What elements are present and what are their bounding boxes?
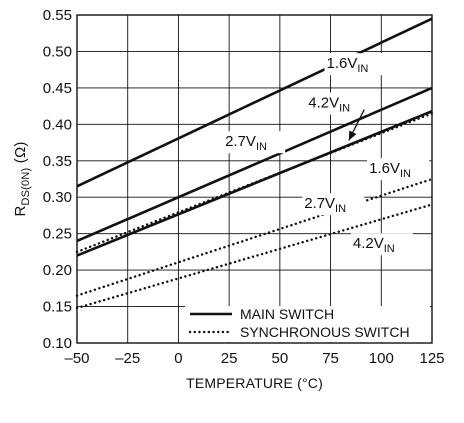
annotation-bg-s42 xyxy=(350,233,413,256)
annotation-arrowhead xyxy=(348,130,357,141)
y-axis-title-sub: DS(0N) xyxy=(20,168,32,206)
sync-switch-line-5 xyxy=(75,203,434,310)
legend-label-0: MAIN SWITCH xyxy=(240,306,334,322)
annotation-s27: 2.7VIN xyxy=(304,195,346,215)
x-tick-label: 0 xyxy=(174,350,182,367)
annotation-main: 4.2V xyxy=(353,235,384,252)
annotation-bg-s16 xyxy=(367,158,430,181)
y-tick-label: 0.40 xyxy=(43,116,72,133)
annotation-main: 1.6V xyxy=(327,55,358,72)
annotation-sub: IN xyxy=(357,63,368,75)
annotation-bg-m42 xyxy=(306,92,369,115)
annotation-m27: 2.7VIN xyxy=(225,133,267,153)
main-switch-line-1 xyxy=(76,86,433,243)
plot-border xyxy=(76,14,433,344)
x-tick-label: 75 xyxy=(322,350,339,367)
annotation-sub: IN xyxy=(256,141,267,153)
y-tick-labels: 0.10 0.15 0.20 0.25 0.30 0.35 0.40 0.45 0.50 0.55 xyxy=(43,7,72,352)
y-tick-label: 0.45 xyxy=(43,80,72,97)
main-switch-line-0 xyxy=(76,17,433,188)
y-tick-label: 0.25 xyxy=(43,226,72,243)
annotation-bg-m27 xyxy=(223,131,286,154)
x-tick-label: 25 xyxy=(221,350,238,367)
annotation-sub: IN xyxy=(339,103,350,115)
annotation-s16: 1.6VIN xyxy=(369,160,411,180)
series-lines xyxy=(75,17,434,310)
y-tick-label: 0.20 xyxy=(43,262,72,279)
y-tick-label: 0.15 xyxy=(43,299,72,316)
x-tick-label: 125 xyxy=(419,350,444,367)
annotation-main: 4.2V xyxy=(308,95,339,112)
main-switch-line-2 xyxy=(76,110,433,257)
sync-switch-line-4 xyxy=(75,177,434,297)
annotation-main: 2.7V xyxy=(225,133,256,150)
annotation-s42: 4.2VIN xyxy=(353,235,395,255)
plot-frame xyxy=(76,14,433,344)
y-tick-label: 0.35 xyxy=(43,153,72,170)
y-axis-title: RDS(0N) (Ω) xyxy=(12,141,32,216)
y-tick-label: 0.50 xyxy=(43,43,72,60)
y-axis-title-main: R xyxy=(12,206,29,217)
annotation-bg-m16 xyxy=(324,53,387,76)
annotation-sub: IN xyxy=(335,203,346,215)
x-tick-label: –50 xyxy=(64,350,89,367)
y-tick-label: 0.55 xyxy=(43,7,72,24)
y-tick-label: 0.10 xyxy=(43,335,72,352)
legend: MAIN SWITCH SYNCHRONOUS SWITCH xyxy=(185,306,430,342)
annotation-sub: IN xyxy=(384,243,395,255)
x-tick-label: 100 xyxy=(369,350,394,367)
legend-label-1: SYNCHRONOUS SWITCH xyxy=(240,324,410,340)
annotation-m16: 1.6VIN xyxy=(327,55,369,75)
annotation-bg-s27 xyxy=(302,193,365,216)
annotation-sub: IN xyxy=(400,168,411,180)
annotation-m42: 4.2VIN xyxy=(308,95,350,115)
annotation-main: 1.6V xyxy=(369,160,400,177)
x-tick-label: 50 xyxy=(272,350,289,367)
x-tick-label: –25 xyxy=(115,350,140,367)
legend-background xyxy=(185,306,430,342)
y-axis-title-unit: (Ω) xyxy=(12,141,29,167)
x-axis-title: TEMPERATURE (°C) xyxy=(186,375,323,391)
y-tick-label: 0.30 xyxy=(43,189,72,206)
x-tick-labels: –50 –25 0 25 50 75 100 125 xyxy=(64,350,444,367)
annotation-main: 2.7V xyxy=(304,195,335,212)
